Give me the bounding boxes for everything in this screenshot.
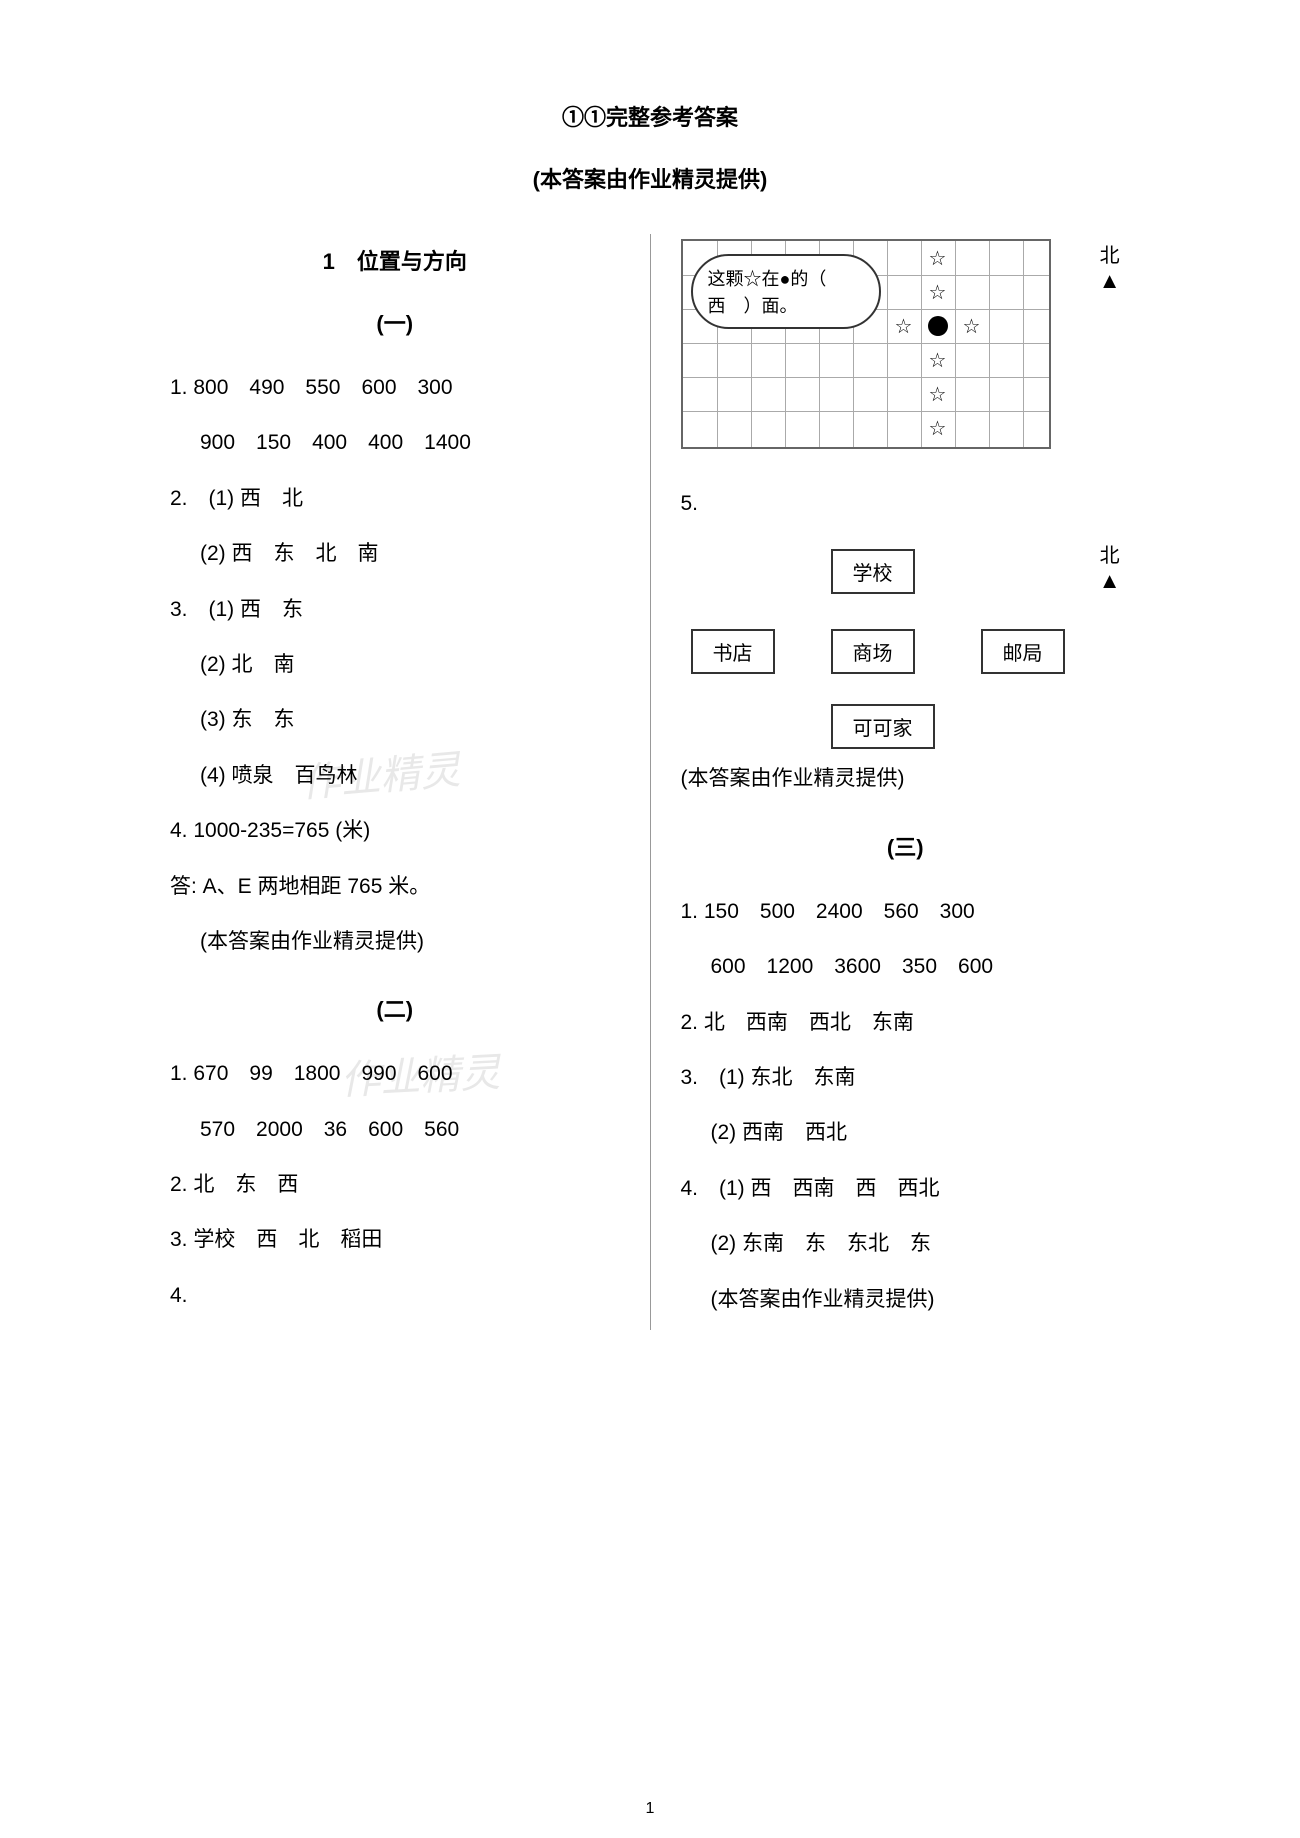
answer-line: 3. (1) 西 东 [170,585,620,635]
page-title: ①①完整参考答案 [170,100,1130,132]
answer-line: 2. 北 西南 西北 东南 [681,998,1131,1048]
dot-icon [928,316,948,336]
answer-line: 4. 1000-235=765 (米) [170,806,620,856]
credit-line: (本答案由作业精灵提供) [170,917,620,967]
answer-line: 1. 670 99 1800 990 600 [170,1049,620,1099]
credit-line: (本答案由作业精灵提供) [681,1275,1131,1325]
star-icon: ☆ [958,312,986,340]
grid-line [887,241,888,447]
star-icon: ☆ [890,312,918,340]
north-arrow-icon: ▲ [1099,568,1121,593]
north-arrow-icon: ▲ [1099,268,1121,293]
column-divider [650,234,651,1330]
header: ①①完整参考答案 (本答案由作业精灵提供) [170,100,1130,194]
north-text: 北 [1100,545,1120,567]
grid-diagram: ☆☆☆☆☆☆☆ 北 ▲ 这颗☆在●的（ 西 ）面。 [681,239,1121,459]
star-icon: ☆ [924,278,952,306]
section-label: (二) [170,992,620,1024]
answer-line: 2. 北 东 西 [170,1160,620,1210]
right-column: ☆☆☆☆☆☆☆ 北 ▲ 这颗☆在●的（ 西 ）面。 5. 北 ▲ 学校 书店 商… [681,234,1131,1330]
answer-line: (2) 北 南 [170,640,620,690]
answer-line: (2) 西南 西北 [681,1108,1131,1158]
location-box-school: 学校 [831,549,915,594]
left-column: 作业精灵 作业精灵 1 位置与方向 (一) 1. 800 490 550 600… [170,234,620,1330]
answer-line: 1. 150 500 2400 560 300 [681,887,1131,937]
grid-line [921,241,922,447]
north-indicator: 北 ▲ [1099,539,1121,594]
page-subtitle: (本答案由作业精灵提供) [170,162,1130,194]
north-indicator: 北 ▲ [1099,239,1121,294]
answer-line: 3. (1) 东北 东南 [681,1053,1131,1103]
answer-line: (3) 东 东 [170,695,620,745]
star-icon: ☆ [924,380,952,408]
answer-line: 4. (1) 西 西南 西 西北 [681,1164,1131,1214]
answer-line: 900 150 400 400 1400 [170,418,620,468]
grid-line [989,241,990,447]
answer-line: 答: A、E 两地相距 765 米。 [170,862,620,912]
answer-line: 4. [170,1271,620,1321]
location-box-bookstore: 书店 [691,629,775,674]
location-box-mall: 商场 [831,629,915,674]
section-label: (一) [170,306,620,338]
answer-line: 3. 学校 西 北 稻田 [170,1215,620,1265]
grid-line [683,411,1049,412]
answer-line: 600 1200 3600 350 600 [681,942,1131,992]
speech-bubble: 这颗☆在●的（ 西 ）面。 [691,254,881,329]
star-icon: ☆ [924,244,952,272]
credit-line: (本答案由作业精灵提供) [681,754,1131,804]
page-number: 1 [646,1800,655,1818]
location-box-home: 可可家 [831,704,935,749]
section-label: (三) [681,830,1131,862]
star-icon: ☆ [924,414,952,442]
answer-line: 570 2000 36 600 560 [170,1105,620,1155]
answer-line: (2) 西 东 北 南 [170,529,620,579]
location-box-post: 邮局 [981,629,1065,674]
grid-line [1023,241,1024,447]
answer-line: (4) 喷泉 百鸟林 [170,751,620,801]
answer-line: (2) 东南 东 东北 东 [681,1219,1131,1269]
chapter-title: 1 位置与方向 [170,244,620,276]
grid-line [683,377,1049,378]
star-icon: ☆ [924,346,952,374]
answer-line: 1. 800 490 550 600 300 [170,363,620,413]
answer-line: 5. [681,479,1131,529]
grid-line [955,241,956,447]
north-text: 北 [1100,245,1120,267]
columns-wrapper: 作业精灵 作业精灵 1 位置与方向 (一) 1. 800 490 550 600… [170,234,1130,1330]
answer-line: 2. (1) 西 北 [170,474,620,524]
grid-line [683,343,1049,344]
location-diagram: 北 ▲ 学校 书店 商场 邮局 可可家 [681,539,1121,739]
